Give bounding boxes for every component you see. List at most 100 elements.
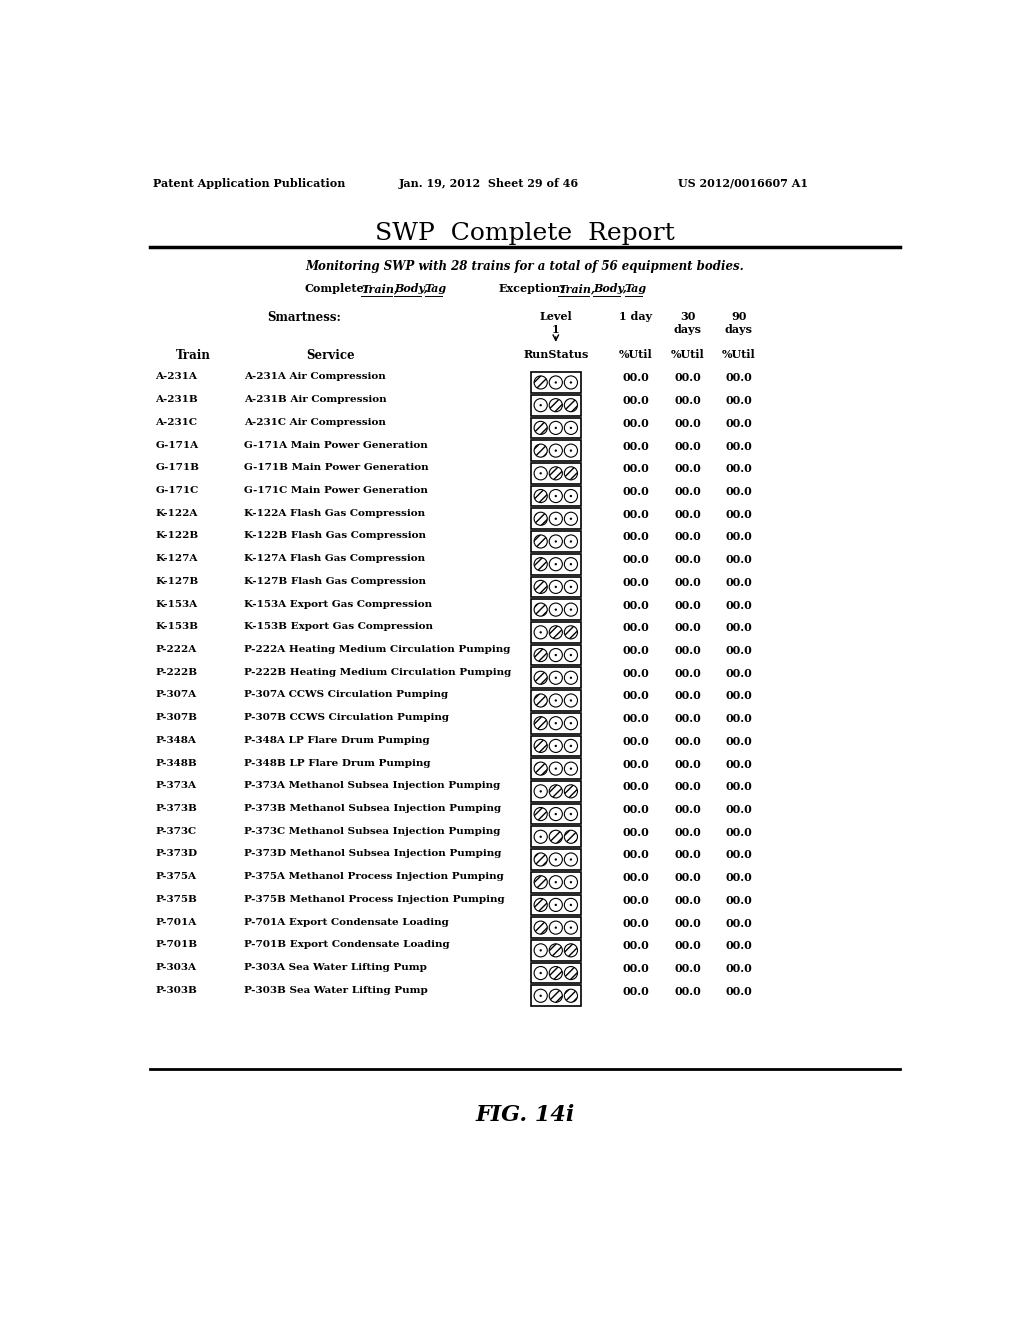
Text: FIG. 14i: FIG. 14i	[475, 1104, 574, 1126]
Circle shape	[569, 722, 572, 725]
Text: 00.0: 00.0	[725, 532, 752, 543]
Text: Service: Service	[306, 350, 355, 363]
Circle shape	[564, 557, 578, 570]
Circle shape	[535, 512, 547, 525]
Circle shape	[564, 853, 578, 866]
Circle shape	[564, 376, 578, 389]
Text: K-122A Flash Gas Compression: K-122A Flash Gas Compression	[245, 508, 425, 517]
Bar	[530, 463, 581, 483]
Circle shape	[535, 966, 547, 979]
Circle shape	[549, 626, 562, 639]
Circle shape	[535, 376, 547, 389]
Circle shape	[564, 535, 578, 548]
Bar	[530, 871, 581, 892]
Circle shape	[535, 557, 547, 570]
Circle shape	[549, 535, 562, 548]
Circle shape	[535, 535, 547, 548]
Circle shape	[569, 564, 572, 565]
Circle shape	[549, 762, 562, 775]
Text: 00.0: 00.0	[725, 690, 752, 701]
Text: P-375B Methanol Process Injection Pumping: P-375B Methanol Process Injection Pumpin…	[245, 895, 505, 904]
Circle shape	[549, 989, 562, 1002]
Text: 30: 30	[680, 312, 695, 322]
Text: 00.0: 00.0	[725, 986, 752, 997]
Text: 00.0: 00.0	[674, 826, 700, 838]
Bar	[530, 917, 581, 939]
Circle shape	[555, 927, 557, 929]
Text: 00.0: 00.0	[674, 486, 700, 498]
Text: P-303B: P-303B	[155, 986, 197, 995]
Text: K-127B Flash Gas Compression: K-127B Flash Gas Compression	[245, 577, 426, 586]
Circle shape	[540, 836, 542, 838]
Text: A-231C Air Compression: A-231C Air Compression	[245, 418, 386, 426]
Text: P-701A: P-701A	[155, 917, 197, 927]
Circle shape	[535, 581, 547, 594]
Text: Level: Level	[540, 312, 572, 322]
Bar	[530, 531, 581, 552]
Text: Monitoring SWP with 28 trains for a total of 56 equipment bodies.: Monitoring SWP with 28 trains for a tota…	[305, 260, 744, 273]
Text: 00.0: 00.0	[725, 577, 752, 587]
Circle shape	[564, 648, 578, 661]
Circle shape	[549, 717, 562, 730]
Circle shape	[549, 875, 562, 888]
Circle shape	[564, 717, 578, 730]
Text: 00.0: 00.0	[623, 895, 649, 906]
Circle shape	[535, 672, 547, 684]
Text: 00.0: 00.0	[674, 713, 700, 725]
Circle shape	[569, 449, 572, 451]
Text: 00.0: 00.0	[725, 873, 752, 883]
Text: 00.0: 00.0	[725, 759, 752, 770]
Circle shape	[555, 904, 557, 906]
Circle shape	[549, 853, 562, 866]
Circle shape	[549, 603, 562, 616]
Circle shape	[564, 989, 578, 1002]
Circle shape	[549, 966, 562, 979]
Text: 00.0: 00.0	[674, 690, 700, 701]
Circle shape	[535, 899, 547, 911]
Circle shape	[569, 540, 572, 543]
Text: 00.0: 00.0	[725, 668, 752, 678]
Text: P-348A: P-348A	[155, 737, 196, 744]
Text: P-307A: P-307A	[155, 690, 197, 700]
Circle shape	[564, 899, 578, 911]
Circle shape	[569, 904, 572, 906]
Text: A-231B: A-231B	[155, 395, 198, 404]
Circle shape	[540, 949, 542, 952]
Circle shape	[569, 744, 572, 747]
Text: 00.0: 00.0	[623, 395, 649, 407]
Text: 00.0: 00.0	[674, 940, 700, 952]
Text: G-171C Main Power Generation: G-171C Main Power Generation	[245, 486, 428, 495]
Text: 00.0: 00.0	[725, 372, 752, 384]
Text: 00.0: 00.0	[674, 441, 700, 451]
Text: 00.0: 00.0	[623, 508, 649, 520]
Circle shape	[555, 722, 557, 725]
Text: 00.0: 00.0	[674, 759, 700, 770]
Bar	[530, 962, 581, 983]
Circle shape	[535, 921, 547, 935]
Text: 00.0: 00.0	[623, 781, 649, 792]
Text: Smartness:: Smartness:	[267, 312, 341, 323]
Text: 00.0: 00.0	[674, 372, 700, 384]
Text: 00.0: 00.0	[674, 577, 700, 587]
Circle shape	[564, 921, 578, 935]
Circle shape	[564, 785, 578, 797]
Circle shape	[555, 564, 557, 565]
Circle shape	[564, 490, 578, 503]
Circle shape	[540, 791, 542, 792]
Text: K-153A Export Gas Compression: K-153A Export Gas Compression	[245, 599, 432, 609]
Text: 00.0: 00.0	[725, 418, 752, 429]
Circle shape	[555, 677, 557, 678]
Text: 00.0: 00.0	[725, 917, 752, 929]
Bar	[530, 758, 581, 779]
Circle shape	[549, 421, 562, 434]
Circle shape	[549, 694, 562, 708]
Circle shape	[564, 944, 578, 957]
Text: 00.0: 00.0	[674, 986, 700, 997]
Text: 00.0: 00.0	[674, 554, 700, 565]
Text: 00.0: 00.0	[623, 850, 649, 861]
Text: 00.0: 00.0	[674, 622, 700, 634]
Text: A-231C: A-231C	[155, 418, 198, 426]
Text: 00.0: 00.0	[674, 895, 700, 906]
Text: 00.0: 00.0	[623, 463, 649, 474]
Circle shape	[535, 490, 547, 503]
